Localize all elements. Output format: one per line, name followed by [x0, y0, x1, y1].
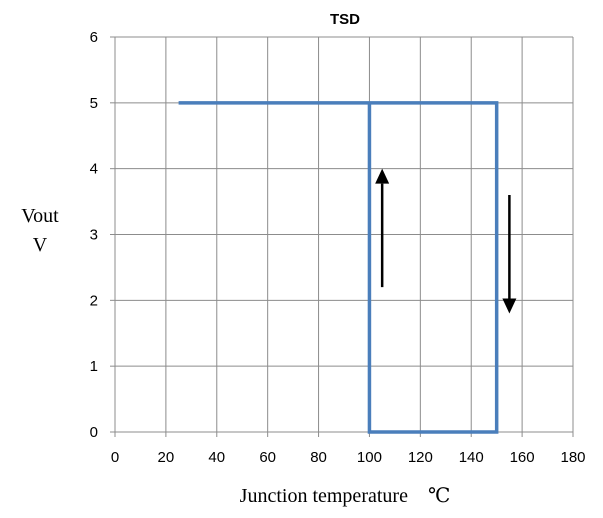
annotations [375, 168, 517, 314]
grid [115, 36, 574, 432]
series-line-1 [178, 101, 499, 434]
x-tick-label: 20 [158, 449, 175, 466]
y-tick-label: 3 [90, 227, 98, 244]
arrow-up-icon [375, 168, 390, 184]
chart-title: TSD [330, 11, 360, 28]
x-tick-label: 60 [259, 449, 276, 466]
y-tick-label: 5 [90, 95, 98, 112]
tick-labels: 0 20 40 60 80 100 120 140 160 180 0 1 2 3 4 5 6 [90, 29, 586, 466]
y-axis-label-line1: Vout [21, 205, 59, 227]
axes [110, 36, 574, 437]
y-tick-label: 6 [90, 29, 98, 46]
x-tick-label: 40 [208, 449, 225, 466]
x-tick-label: 180 [560, 449, 585, 466]
series-layer [178, 101, 499, 434]
x-tick-label: 80 [310, 449, 327, 466]
x-tick-label: 140 [459, 449, 484, 466]
y-tick-label: 4 [90, 161, 98, 178]
y-tick-label: 0 [90, 424, 98, 441]
y-axis-label-line2: V [33, 234, 48, 256]
x-axis-label: Junction temperature ℃ [240, 485, 451, 507]
y-tick-label: 2 [90, 292, 98, 309]
arrow-down-icon [502, 298, 517, 314]
y-tick-label: 1 [90, 358, 98, 375]
x-tick-label: 100 [357, 449, 382, 466]
x-tick-label: 120 [408, 449, 433, 466]
x-tick-label: 160 [510, 449, 535, 466]
x-tick-label: 0 [111, 449, 119, 466]
